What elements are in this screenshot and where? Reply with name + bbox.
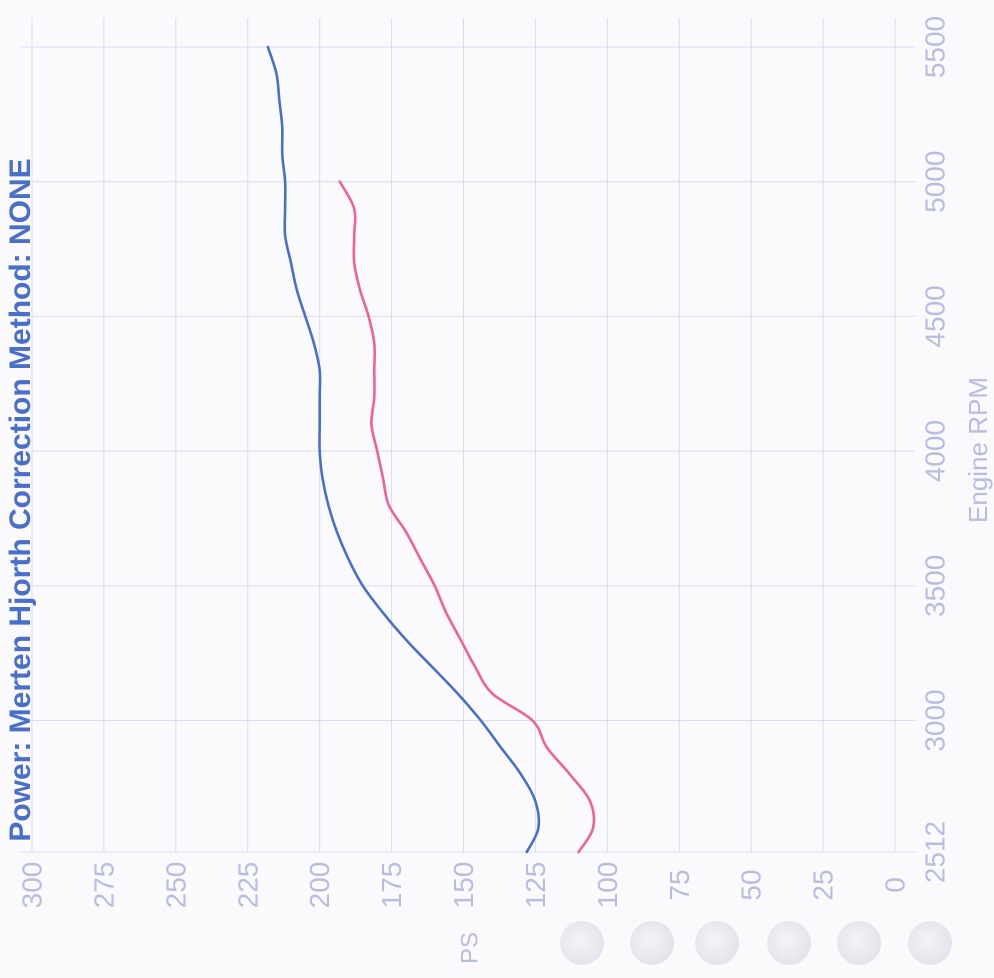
y-tick-label: 225 xyxy=(232,862,263,909)
y-tick-label: 300 xyxy=(17,862,48,909)
y-tick-label: 100 xyxy=(592,862,623,909)
x-tick-label: 4000 xyxy=(920,420,951,482)
y-tick-label: 150 xyxy=(448,862,479,909)
x-tick-label: 4500 xyxy=(920,285,951,347)
control-dot-3[interactable] xyxy=(695,921,739,965)
y-tick-label: 250 xyxy=(160,862,191,909)
chart-title: Power: Merten Hjorth Correction Method: … xyxy=(4,158,37,842)
control-dot-5[interactable] xyxy=(837,921,881,965)
y-tick-label: 0 xyxy=(880,877,911,893)
y-tick-label: 175 xyxy=(376,862,407,909)
y-tick-label: 50 xyxy=(736,869,767,900)
y-tick-label: 125 xyxy=(520,862,551,909)
x-tick-label: 5000 xyxy=(920,151,951,213)
x-tick-label: 5500 xyxy=(920,16,951,78)
control-dot-6[interactable] xyxy=(908,921,952,965)
y-tick-label: 75 xyxy=(664,869,695,900)
y-axis-label: PS xyxy=(457,932,484,964)
y-tick-label: 200 xyxy=(304,862,335,909)
x-tick-label: 2512 xyxy=(920,821,951,883)
control-dot-2[interactable] xyxy=(630,921,674,965)
y-tick-label: 25 xyxy=(808,869,839,900)
control-dot-1[interactable] xyxy=(560,921,604,965)
y-tick-label: 275 xyxy=(88,862,119,909)
x-tick-label: 3000 xyxy=(920,689,951,751)
series-line-2 xyxy=(338,180,596,854)
control-dot-4[interactable] xyxy=(767,921,811,965)
series-line-1 xyxy=(266,45,541,854)
x-axis-label: Engine RPM xyxy=(963,377,993,523)
x-tick-label: 3500 xyxy=(920,555,951,617)
